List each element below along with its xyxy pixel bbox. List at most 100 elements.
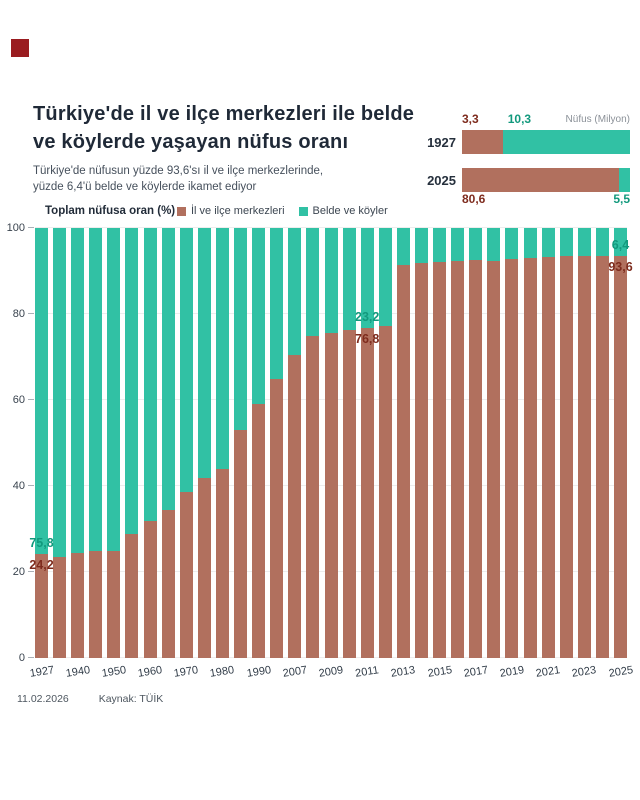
bar-1970: 1970 (173, 228, 199, 680)
bar-2025-urban-segment (614, 255, 627, 658)
bar-2012 (378, 228, 392, 658)
bar-2019-urban-segment (505, 258, 519, 658)
bar-2009: 2009 (318, 228, 344, 680)
bar-2010-urban-segment (342, 329, 356, 658)
y-tick-0 (28, 657, 34, 658)
x-tick-label-1950: 1950 (100, 664, 127, 680)
x-tick-label-2023: 2023 (571, 664, 598, 680)
bar-1960-rural-segment (143, 228, 157, 521)
bar-1990-rural-segment (252, 228, 266, 405)
legend-label-rural: Belde ve köyler (312, 205, 388, 217)
bar-2000 (270, 228, 284, 658)
subtitle-line-1: Türkiye'de nüfusun yüzde 93,6'sı il ve i… (33, 165, 324, 177)
mini-1927-bar (462, 130, 630, 154)
bar-1985 (234, 228, 248, 658)
bar-1950-rural-segment (107, 228, 121, 551)
bar-2012-rural-segment (378, 228, 392, 326)
x-tick-label-1990: 1990 (245, 664, 272, 680)
annotation-1927-rural: 75,8 (29, 535, 54, 550)
bar-1965-rural-segment (161, 228, 175, 511)
bar-2013-rural-segment (396, 228, 410, 266)
bar-2014-urban-segment (414, 263, 428, 658)
bar-2024-urban-segment (595, 255, 609, 658)
bar-2015-urban-segment (433, 261, 447, 658)
bar-2000-urban-segment (270, 378, 284, 658)
legend-item-rural: Belde ve köyler (298, 205, 388, 217)
bar-2016-rural-segment (451, 228, 465, 262)
x-tick-label-2021: 2021 (535, 664, 562, 680)
mini-population-chart: 3,3 10,3 Nüfus (Milyon) 1927 2025 80,6 5… (418, 112, 630, 208)
legend-label-urban: İl ve ilçe merkezleri (191, 205, 285, 217)
bar-1940: 1940 (65, 228, 91, 680)
bar-2007-rural-segment (288, 228, 302, 355)
bar-1965-urban-segment (161, 510, 175, 658)
bar-1985-rural-segment (234, 228, 248, 431)
bar-2019: 2019 (499, 228, 525, 680)
title-line-1: Türkiye'de il ve ilçe merkezleri ile bel… (33, 103, 415, 125)
bar-1945 (89, 228, 103, 658)
bar-2007-urban-segment (288, 354, 302, 658)
y-tick-label-60: 60 (12, 394, 25, 406)
bar-2000-rural-segment (270, 228, 284, 379)
y-tick-label-40: 40 (12, 480, 25, 492)
bar-2008-rural-segment (306, 228, 320, 336)
footer-source: Kaynak: TÜİK (98, 693, 164, 705)
mini-row-1927: 1927 (418, 130, 630, 154)
bars-container: 1927 1940 1950 1960 1970 1980 1990 2007 2009 2011… (28, 228, 634, 680)
bar-1970-urban-segment (179, 492, 193, 658)
annotation-2011-rural: 23,2 (355, 309, 380, 324)
bar-2015-rural-segment (433, 228, 447, 262)
bar-2023-rural-segment (577, 228, 591, 257)
bar-2014 (414, 228, 428, 658)
bar-2020-urban-segment (523, 258, 537, 658)
mini-values-bottom: 80,6 5,5 (462, 192, 630, 208)
bar-1980: 1980 (209, 228, 235, 680)
y-tick-label-100: 100 (6, 222, 25, 234)
mini-1927-rural-segment (502, 130, 630, 154)
bar-2020-rural-segment (523, 228, 537, 259)
bar-2017: 2017 (463, 228, 489, 680)
bar-2018-rural-segment (487, 228, 501, 262)
y-tick-100 (28, 227, 34, 228)
chart-legend: İl ve ilçe merkezleri Belde ve köyler (177, 205, 388, 217)
bar-1975 (197, 228, 211, 658)
bar-2017-urban-segment (469, 260, 483, 658)
bar-1955-urban-segment (125, 534, 139, 658)
mini-2025-label: 2025 (427, 172, 456, 188)
bar-1945-rural-segment (89, 228, 103, 551)
bar-2018 (487, 228, 501, 658)
y-tick-60 (28, 399, 34, 400)
y-tick-label-20: 20 (12, 566, 25, 578)
annotation-1927-urban: 24,2 (29, 557, 54, 572)
legend-item-urban: İl ve ilçe merkezleri (177, 205, 285, 217)
bar-2013-urban-segment (396, 265, 410, 658)
x-tick-label-2017: 2017 (462, 664, 489, 680)
bar-2014-rural-segment (414, 228, 428, 264)
bar-2024-rural-segment (595, 228, 609, 256)
bar-2025: 2025 (607, 228, 634, 680)
bar-1935 (53, 228, 67, 658)
bar-1965 (161, 228, 175, 658)
bar-2016 (451, 228, 465, 658)
bar-1990: 1990 (246, 228, 272, 680)
mini-1927-rural-value: 10,3 (507, 112, 532, 126)
bar-1935-rural-segment (53, 228, 67, 557)
mini-2025-urban-value: 80,6 (462, 192, 486, 206)
bar-1950: 1950 (101, 228, 127, 680)
bar-2022 (559, 228, 573, 658)
bar-2011-urban-segment (360, 327, 374, 658)
bar-1927: 1927 (28, 228, 55, 680)
mini-2025-bar (462, 168, 630, 192)
bar-2011: 2011 (355, 228, 380, 680)
bar-1940-urban-segment (71, 553, 85, 658)
mini-1927-urban-value: 3,3 (462, 112, 479, 126)
bar-1970-rural-segment (179, 228, 193, 493)
bar-2009-rural-segment (324, 228, 338, 334)
y-tick-label-0: 0 (18, 652, 25, 664)
x-tick-label-1980: 1980 (209, 664, 236, 680)
bar-2019-rural-segment (505, 228, 519, 259)
bar-1927-urban-segment (35, 553, 48, 658)
x-tick-label-1940: 1940 (64, 664, 91, 680)
bar-1955-rural-segment (125, 228, 139, 535)
bar-1927-rural-segment (35, 228, 48, 554)
